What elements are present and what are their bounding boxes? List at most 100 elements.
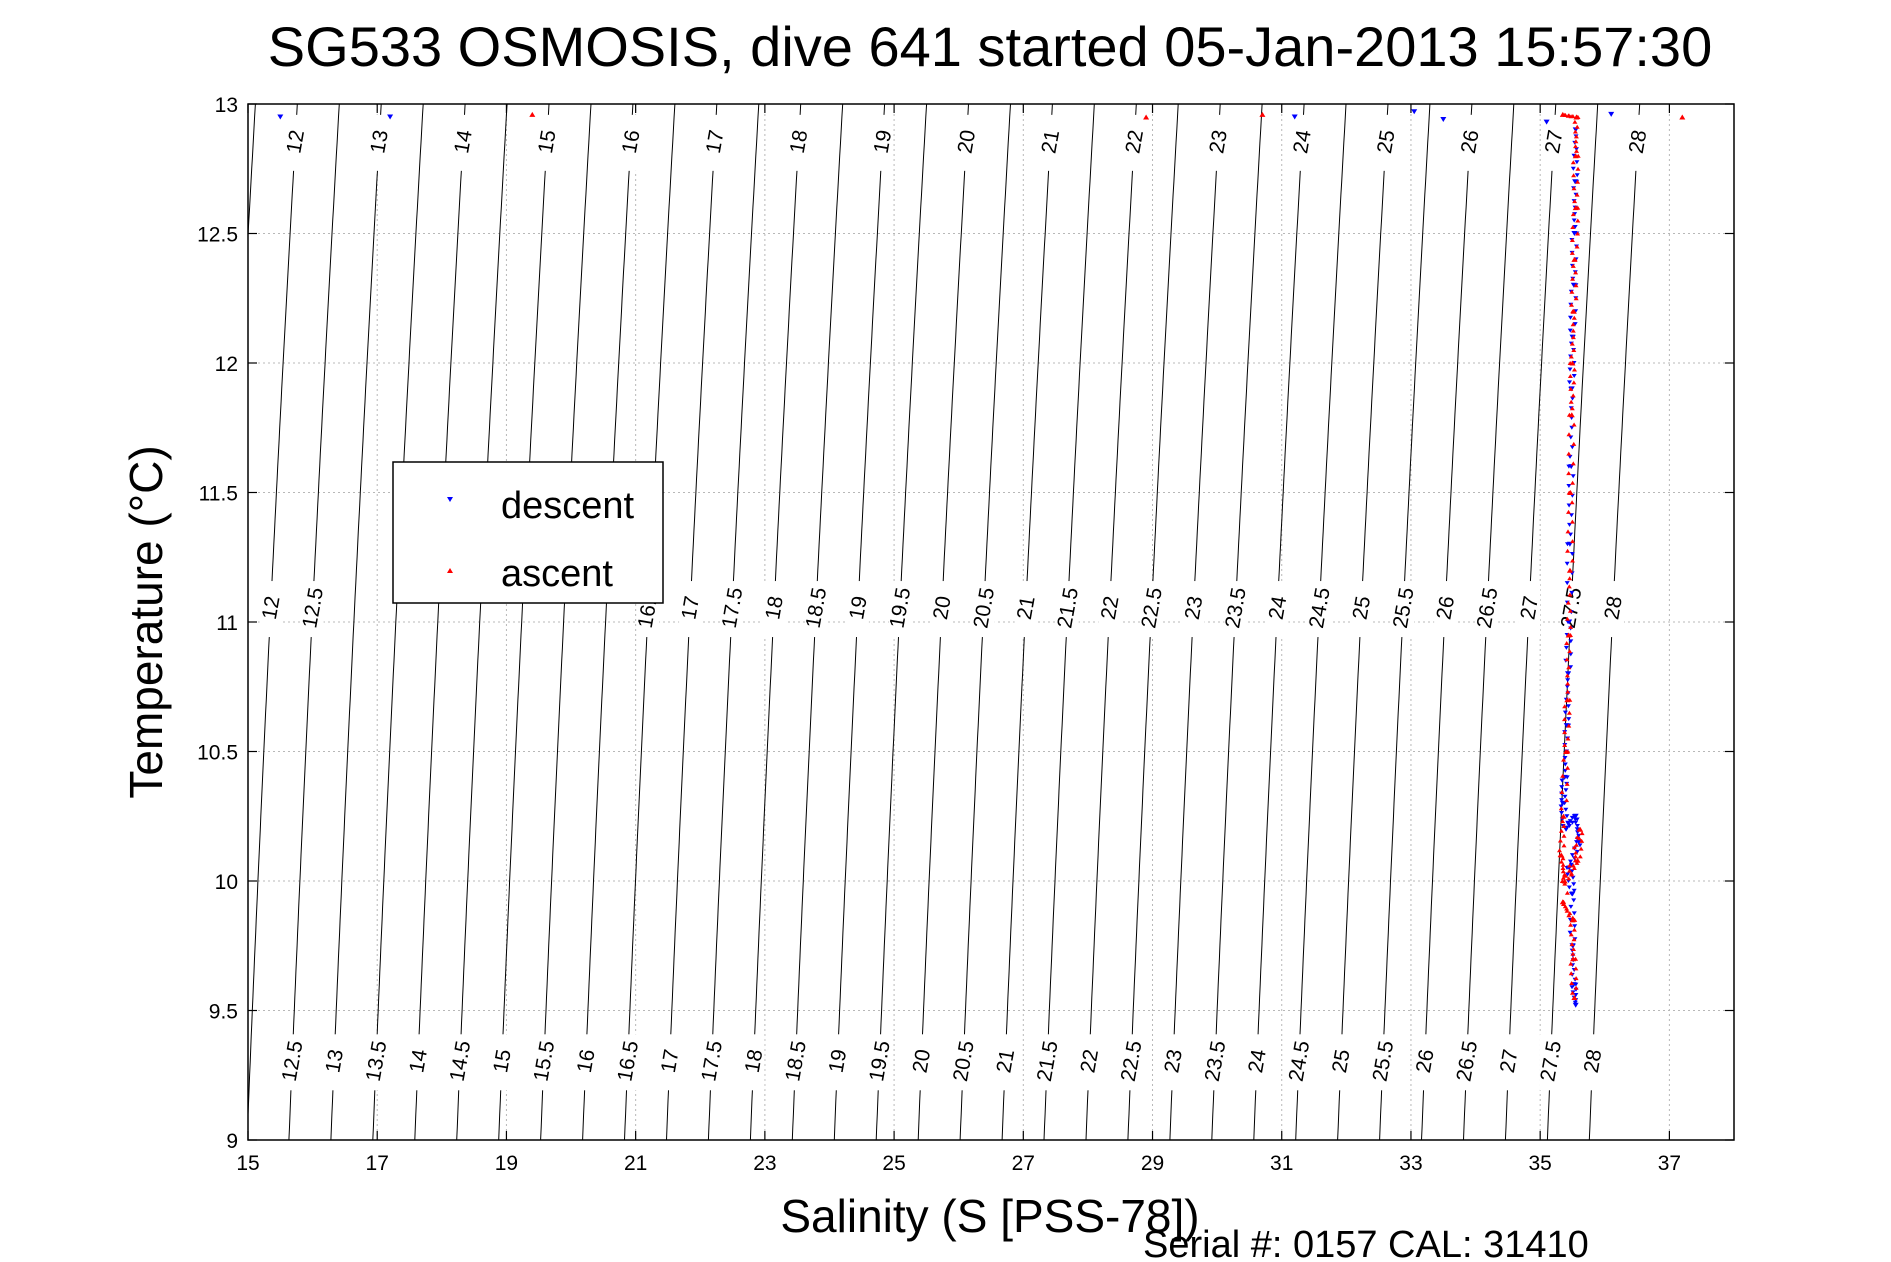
descent-trace-point — [1568, 862, 1574, 867]
descent-trace-point — [1571, 888, 1577, 893]
contour-label-bottom-gap — [323, 1034, 346, 1091]
contour-label-bottom-gap — [1413, 1034, 1436, 1091]
ascent-trace-point — [1570, 480, 1576, 485]
ascent-trace-point — [1573, 850, 1579, 855]
ascent-trace-point — [1567, 649, 1573, 654]
descent-trace-point — [1564, 561, 1570, 566]
contour-label-middle-gap — [1308, 581, 1331, 638]
descent-trace-point — [1574, 160, 1580, 165]
descent-point — [1440, 117, 1447, 122]
contour-label-top-gap — [787, 114, 810, 171]
descent-trace-point — [1566, 717, 1572, 722]
descent-trace-point — [1570, 166, 1576, 171]
serial-cal-footer: Serial #: 0157 CAL: 31410 — [1143, 1224, 1589, 1262]
ascent-trace-point — [1564, 798, 1570, 803]
descent-trace-point — [1571, 911, 1577, 916]
contour-label-middle: 26 — [1432, 594, 1459, 621]
contour-label-top-gap — [619, 114, 642, 171]
contour-label-top: 19 — [870, 128, 897, 155]
descent-trace-point — [1564, 775, 1570, 780]
contour-label-middle: 22 — [1097, 594, 1124, 621]
ascent-trace-point — [1565, 600, 1571, 605]
descent-trace-point — [1562, 801, 1568, 806]
ascent-trace-point — [1565, 681, 1571, 686]
descent-trace-point — [1569, 552, 1575, 556]
ascent-trace-point — [1567, 697, 1573, 702]
contour-label-bottom-gap — [994, 1034, 1017, 1091]
contour-label-top: 12 — [282, 128, 309, 155]
ascent-trace-point — [1566, 723, 1572, 728]
descent-trace-point — [1565, 872, 1571, 877]
ascent-trace-point — [1561, 899, 1567, 904]
ascent-trace-point — [1566, 432, 1572, 437]
descent-trace-point — [1568, 904, 1574, 909]
descent-trace-point — [1567, 819, 1573, 824]
descent-trace-point — [1562, 710, 1568, 715]
ascent-trace-point — [1568, 932, 1574, 937]
ascent-trace-point — [1568, 354, 1574, 359]
descent-trace-point — [1574, 827, 1580, 832]
legend: descent ascent — [392, 461, 664, 604]
contour-label-top-gap — [1290, 114, 1313, 171]
contour-label-top: 20 — [954, 128, 981, 155]
descent-trace-point — [1569, 892, 1574, 896]
ascent-trace-point — [1567, 863, 1572, 868]
contour-label-middle-gap — [930, 581, 953, 638]
descent-trace-point — [1565, 620, 1571, 624]
ascent-trace-point — [1567, 361, 1573, 365]
contour-label-bottom-gap — [1287, 1034, 1310, 1091]
ascent-trace-point — [1557, 838, 1563, 843]
ascent-trace-point — [1568, 971, 1574, 976]
ascent-trace-point — [1569, 406, 1575, 411]
x-tick-label: 31 — [1270, 1152, 1293, 1175]
ascent-trace-point — [1560, 869, 1566, 874]
contour-label-top: 15 — [534, 128, 561, 155]
contour-label-bottom-gap — [826, 1034, 849, 1091]
ascent-trace-point — [1572, 367, 1577, 372]
ascent-trace-point — [1575, 179, 1581, 184]
ascent-trace-point — [1572, 129, 1578, 134]
legend-descent-label: descent — [501, 485, 635, 527]
ascent-trace-point — [1573, 854, 1578, 859]
descent-trace-point — [1570, 396, 1575, 401]
contour-label-bottom-gap — [574, 1034, 597, 1091]
contour-label-middle-gap — [1392, 581, 1415, 638]
ascent-trace-point — [1566, 710, 1572, 715]
ascent-trace-point — [1561, 833, 1567, 838]
descent-trace-point — [1565, 671, 1571, 676]
y-axis-label: Temperature (°C) — [120, 445, 172, 798]
contour-label-bottom-gap — [1036, 1034, 1059, 1091]
contour-label-bottom: 15 — [489, 1048, 516, 1075]
x-tick-label: 19 — [495, 1152, 518, 1175]
contour-label-middle-gap — [1560, 581, 1583, 638]
contour-label-middle-gap — [1056, 581, 1079, 638]
ascent-trace-point — [1566, 584, 1572, 589]
ascent-trace-point — [1571, 441, 1577, 446]
ascent-trace-point — [1558, 806, 1564, 811]
ascent-trace-point — [1571, 947, 1576, 951]
contour-label-bottom: 24 — [1244, 1047, 1271, 1074]
contour-label-top-gap — [1626, 114, 1649, 171]
descent-trace-point — [1569, 985, 1575, 990]
descent-trace-point — [1569, 869, 1575, 874]
ascent-trace-point — [1565, 529, 1571, 534]
ascent-trace-point — [1569, 519, 1575, 524]
ascent-trace-point — [1571, 173, 1577, 178]
descent-point — [1291, 114, 1298, 120]
ascent-trace-point — [1576, 827, 1582, 832]
contour-label-middle-gap — [1476, 581, 1499, 638]
descent-trace-point — [1563, 827, 1569, 832]
data-points — [277, 109, 1686, 1008]
x-tick-label: 25 — [882, 1152, 905, 1175]
contour-label-top: 16 — [618, 128, 645, 155]
ascent-trace-point — [1573, 966, 1579, 971]
ascent-trace-point — [1565, 736, 1571, 741]
contour-label-middle: 27 — [1516, 594, 1543, 621]
descent-trace-point — [1566, 484, 1572, 488]
ascent-trace-point — [1573, 296, 1579, 301]
ascent-trace-point — [1564, 890, 1570, 895]
ascent-trace-point — [1571, 380, 1577, 385]
descent-trace-point — [1568, 665, 1574, 670]
descent-point — [277, 114, 284, 120]
contour-label-top-gap — [1206, 114, 1229, 171]
